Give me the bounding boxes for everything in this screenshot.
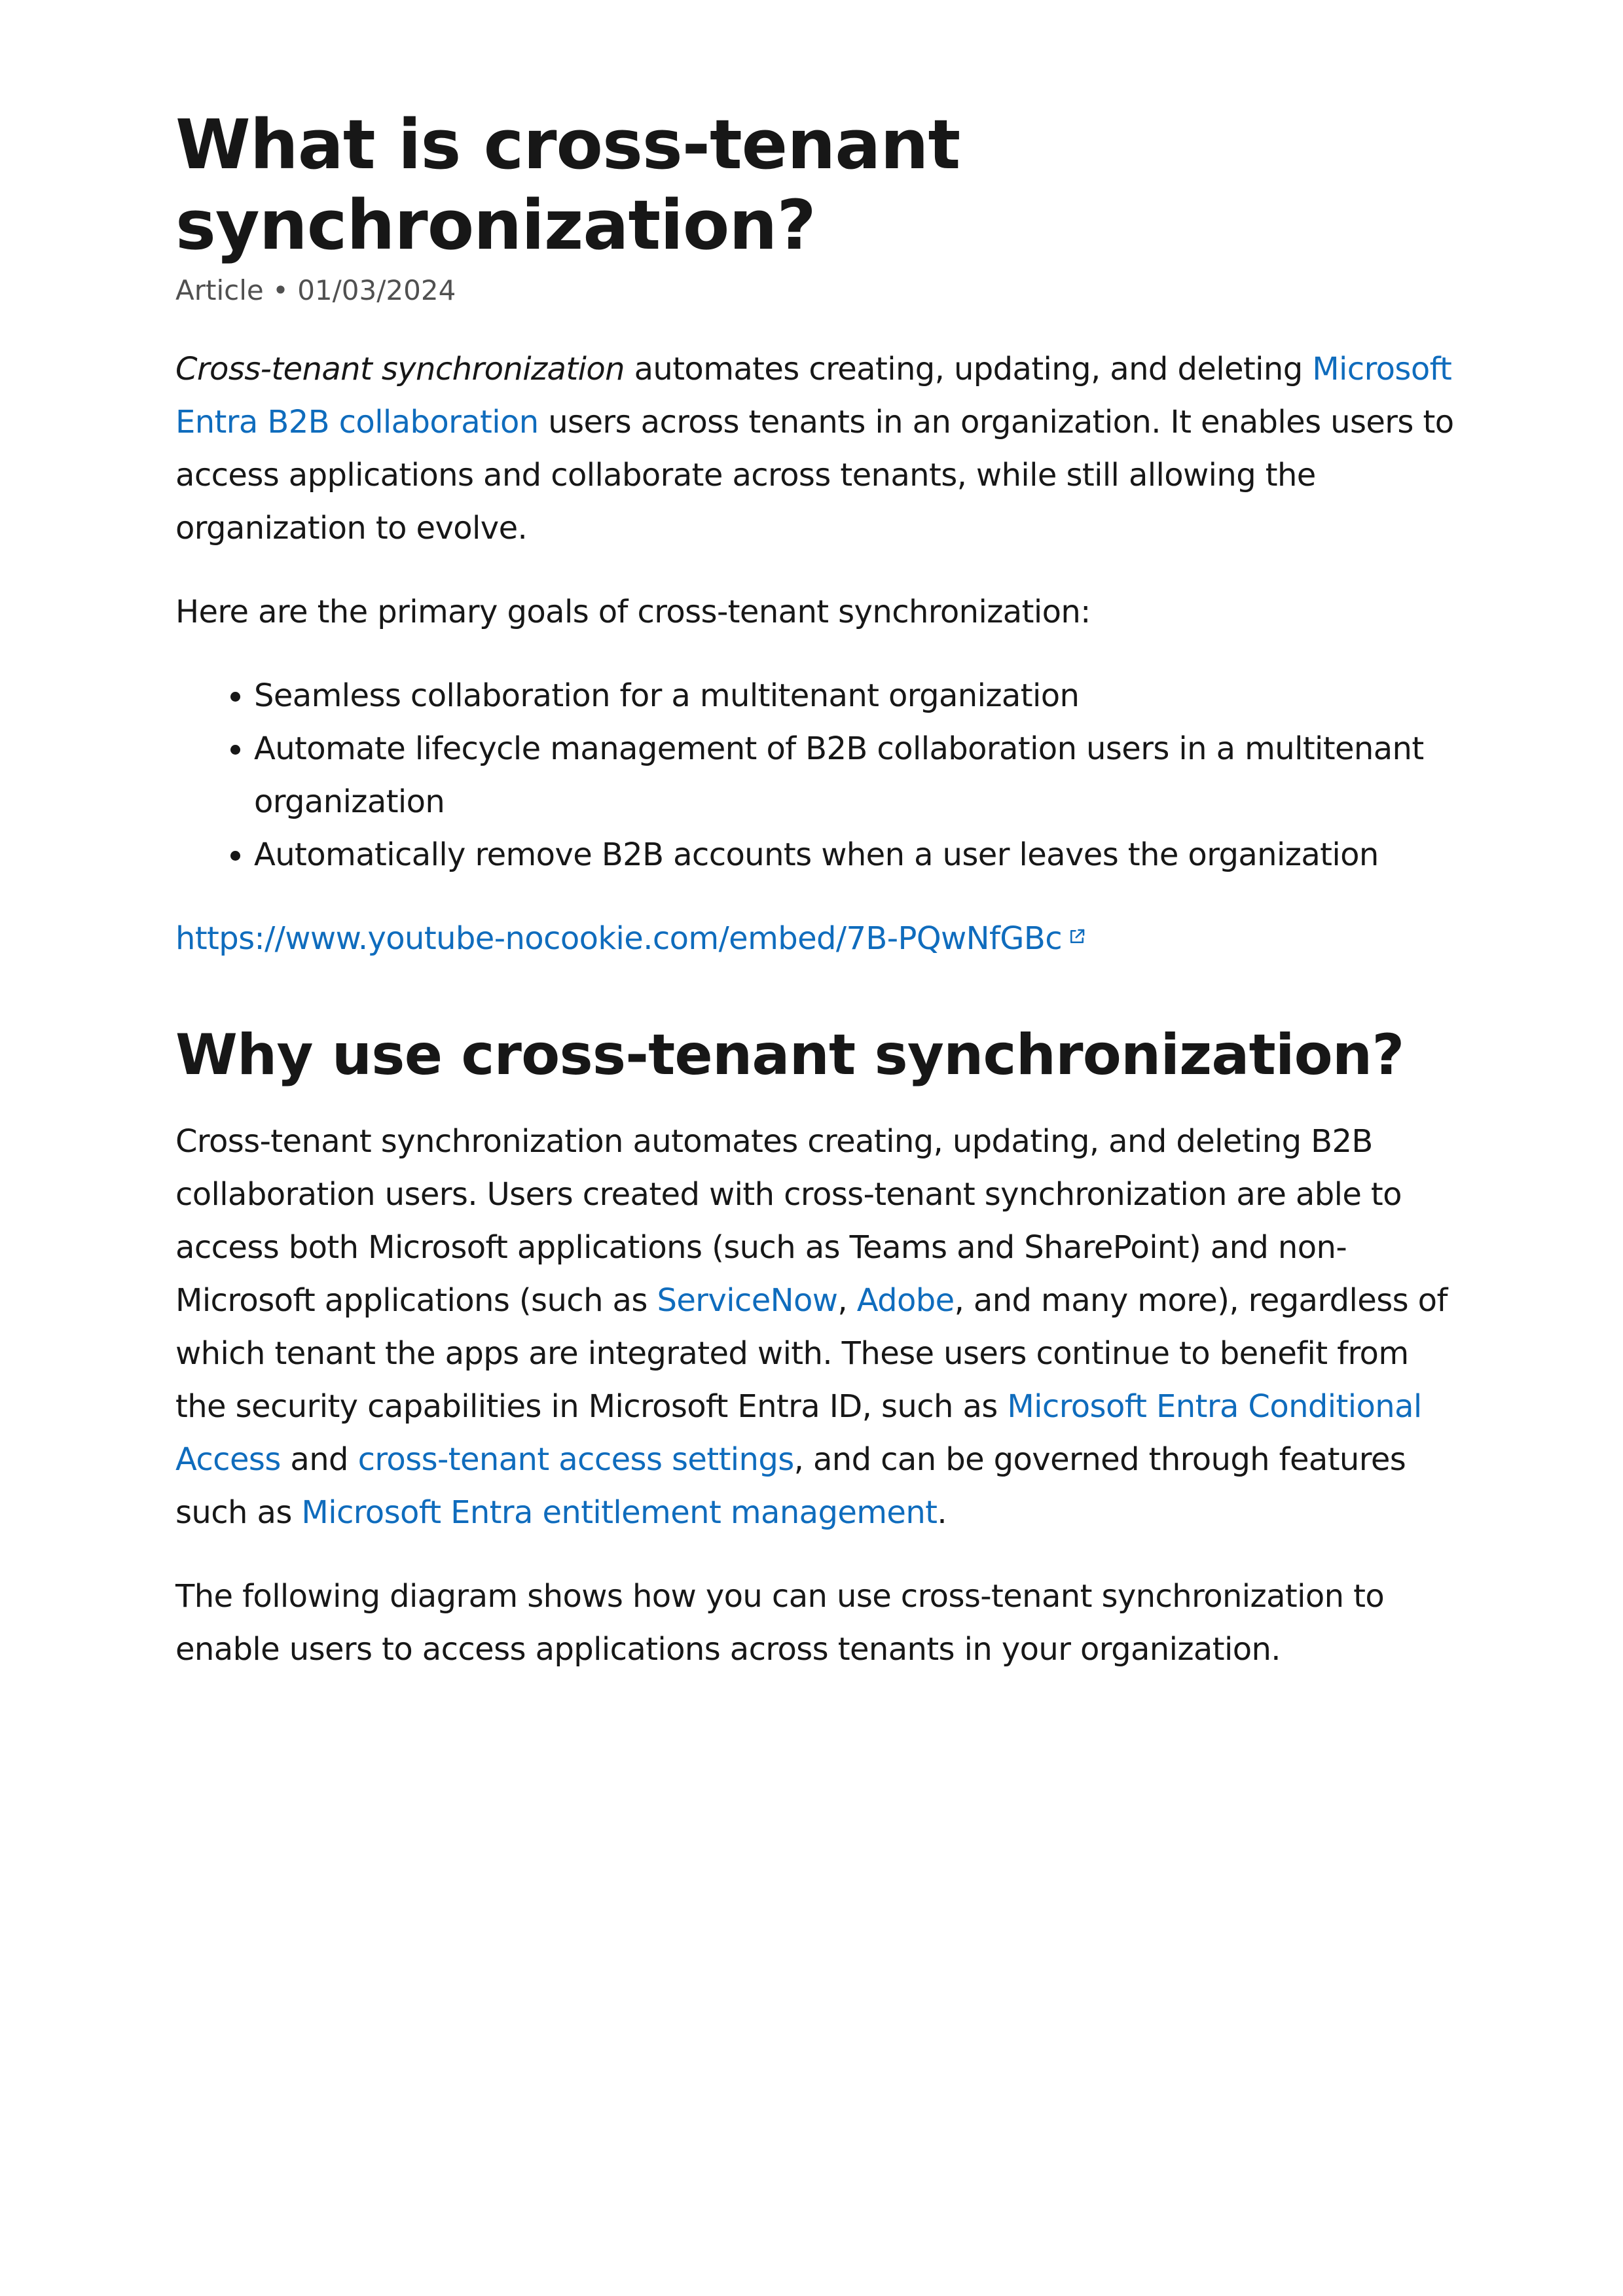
list-item: Automate lifecycle management of B2B col… (254, 723, 1459, 829)
why-separator: , (837, 1282, 857, 1319)
why-end: . (937, 1494, 947, 1532)
adobe-link[interactable]: Adobe (856, 1282, 955, 1319)
why-text-3: , and can be governed through features s… (175, 1441, 1406, 1532)
diagram-lead-paragraph: The following diagram shows how you can … (175, 1578, 1385, 1668)
intro-text-1: automates creating, updating, and deleti… (624, 351, 1313, 388)
article-meta: Article • 01/03/2024 (175, 274, 456, 307)
cross-tenant-access-settings-link[interactable]: cross-tenant access settings (357, 1441, 795, 1479)
video-link-text: https://www.youtube-nocookie.com/embed/7… (175, 920, 1063, 958)
conditional-access-link[interactable]: Microsoft Entra Conditional Access (175, 1388, 1422, 1479)
goals-list: Seamless collaboration for a multitenant… (175, 670, 1459, 882)
goals-lead: Here are the primary goals of cross-tena… (175, 594, 1091, 631)
why-text-1: Cross-tenant synchronization automates c… (175, 1123, 1402, 1319)
why-and: and (280, 1441, 358, 1479)
why-text-2: , and many more), regardless of which te… (175, 1282, 1448, 1426)
intro-term: Cross-tenant synchronization (175, 351, 625, 388)
list-item: Automatically remove B2B accounts when a… (254, 829, 1459, 882)
external-link-icon (1067, 910, 1087, 963)
entitlement-management-link[interactable]: Microsoft Entra entitlement management (301, 1494, 938, 1532)
servicenow-link[interactable]: ServiceNow (657, 1282, 838, 1319)
intro-text-2: users across tenants in an organization.… (175, 404, 1454, 547)
why-paragraph: Cross-tenant synchronization automates c… (175, 1115, 1459, 1539)
page-title: What is cross-tenant synchronization? (175, 105, 960, 265)
intro-paragraph: Cross-tenant synchronization automates c… (175, 343, 1459, 555)
article-page: What is cross-tenant synchronization? Ar… (175, 105, 1459, 1676)
b2b-collaboration-link[interactable]: Microsoft Entra B2B collaboration (175, 351, 1452, 441)
video-link[interactable]: https://www.youtube-nocookie.com/embed/7… (175, 912, 1459, 965)
list-item: Seamless collaboration for a multitenant… (254, 670, 1459, 723)
section-heading-why: Why use cross-tenant synchronization? (175, 1022, 1404, 1088)
